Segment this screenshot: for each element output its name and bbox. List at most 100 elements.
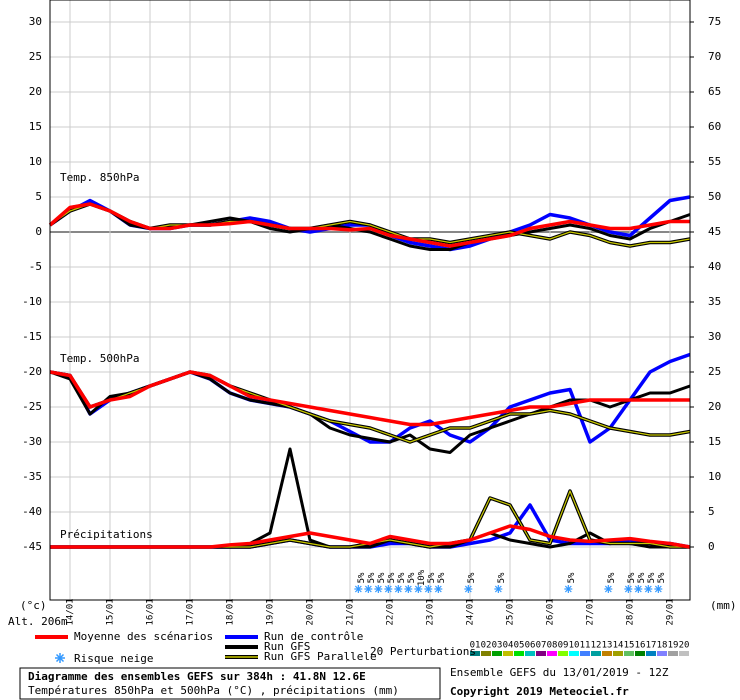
perturbation-label: 20 xyxy=(679,641,690,651)
perturbation-swatch xyxy=(646,651,656,656)
x-tick-label: 16/01 xyxy=(146,598,156,625)
y-tick-label: 15 xyxy=(29,120,42,133)
snow-icon xyxy=(404,585,413,593)
perturbation-swatch xyxy=(668,651,678,656)
snow-legend: Risque neige xyxy=(74,652,153,665)
snow-icon xyxy=(414,585,423,593)
snow-risk-label: 5% xyxy=(387,572,397,583)
y2-tick-label: 0 xyxy=(708,540,715,553)
snow-icon-stroke xyxy=(384,585,392,593)
snow-icon-stroke xyxy=(424,585,432,593)
series-line xyxy=(49,370,690,427)
perturbation-label: 11 xyxy=(580,641,591,651)
snow-icon-stroke xyxy=(414,585,422,593)
x-tick-label: 20/01 xyxy=(306,598,316,625)
y2-tick-label: 5 xyxy=(708,505,715,518)
perturbations-label: 20 Perturbations xyxy=(370,645,476,658)
y2-unit: (mm) xyxy=(710,599,737,612)
y2-tick-label: 20 xyxy=(708,400,721,413)
perturbation-label: 08 xyxy=(547,641,558,651)
y-tick-label: 5 xyxy=(35,190,42,203)
y2-tick-label: 65 xyxy=(708,85,721,98)
snow-icon xyxy=(464,585,473,593)
perturbation-swatch xyxy=(657,651,667,656)
snow-icon-stroke xyxy=(364,585,372,593)
snow-icon-stroke xyxy=(604,585,612,593)
run-info: Ensemble GEFS du 13/01/2019 - 12Z xyxy=(450,666,669,679)
perturbation-label: 07 xyxy=(536,641,547,651)
copyright: Copyright 2019 Meteociel.fr xyxy=(450,685,629,698)
snow-icon xyxy=(654,585,663,593)
snow-icon xyxy=(364,585,373,593)
perturbation-label: 14 xyxy=(613,641,624,651)
y-tick-label: -45 xyxy=(22,540,42,553)
perturbation-label: 12 xyxy=(591,641,602,651)
x-tick-label: 17/01 xyxy=(186,598,196,625)
grid xyxy=(50,0,690,600)
snow-risk-label: 5% xyxy=(657,572,667,583)
snow-icon xyxy=(604,585,613,593)
snow-icon xyxy=(374,585,383,593)
perturbation-swatch xyxy=(481,651,491,656)
y2-tick-label: 15 xyxy=(708,435,721,448)
y-tick-label: 20 xyxy=(29,85,42,98)
snow-risk-label: 5% xyxy=(467,572,477,583)
x-tick-label: 26/01 xyxy=(546,598,556,625)
perturbation-swatch xyxy=(514,651,524,656)
snow-icon xyxy=(624,585,633,593)
y-tick-label: -10 xyxy=(22,295,42,308)
snow-risk-label: 5% xyxy=(497,572,507,583)
x-tick-label: 21/01 xyxy=(346,598,356,625)
snow-icon-stroke xyxy=(624,585,632,593)
perturbation-label: 15 xyxy=(624,641,635,651)
panel-label: Précipitations xyxy=(60,528,153,541)
foreground: -45-40-35-30-25-20-15-10-505101520253005… xyxy=(22,15,721,663)
perturbation-label: 16 xyxy=(635,641,646,651)
perturbation-swatch xyxy=(624,651,634,656)
y-unit: (°c) xyxy=(20,599,47,612)
snow-legend-icon xyxy=(55,653,65,663)
snow-icon-stroke xyxy=(654,585,662,593)
snow-risk-label: 5% xyxy=(437,572,447,583)
snow-risk-label: 10% xyxy=(417,569,427,586)
snow-icon-stroke xyxy=(564,585,572,593)
perturbation-swatch xyxy=(492,651,502,656)
legend-label: Run GFS Parallele xyxy=(264,650,377,663)
perturbation-label: 02 xyxy=(481,641,492,651)
subtitle: Températures 850hPa et 500hPa (°C) , pré… xyxy=(28,684,399,697)
y-tick-label: -25 xyxy=(22,400,42,413)
y2-tick-label: 10 xyxy=(708,470,721,483)
snow-icon-stroke xyxy=(404,585,412,593)
series-line xyxy=(48,202,690,248)
x-tick-label: 25/01 xyxy=(506,598,516,625)
perturbation-swatch xyxy=(503,651,513,656)
perturbation-label: 06 xyxy=(525,641,536,651)
x-tick-label: 22/01 xyxy=(386,598,396,625)
snow-icon-stroke xyxy=(644,585,652,593)
y-tick-label: 0 xyxy=(35,225,42,238)
y2-tick-label: 55 xyxy=(708,155,721,168)
snow-icon-stroke xyxy=(394,585,402,593)
y-tick-label: -40 xyxy=(22,505,42,518)
title: Diagramme des ensembles GEFS sur 384h : … xyxy=(28,670,366,683)
snow-risk-label: 5% xyxy=(637,572,647,583)
y2-tick-label: 75 xyxy=(708,15,721,28)
perturbation-label: 13 xyxy=(602,641,613,651)
lines xyxy=(48,195,691,549)
perturbation-swatch xyxy=(547,651,557,656)
y-tick-label: 25 xyxy=(29,50,42,63)
perturbation-label: 09 xyxy=(558,641,569,651)
x-tick-label: 27/01 xyxy=(586,598,596,625)
legend-label: Run GFS xyxy=(264,640,310,653)
y2-tick-label: 70 xyxy=(708,50,721,63)
perturbation-swatch xyxy=(679,651,689,656)
snow-risk-label: 5% xyxy=(397,572,407,583)
x-tick-label: 19/01 xyxy=(266,598,276,625)
perturbation-swatch xyxy=(602,651,612,656)
y-tick-label: 10 xyxy=(29,155,42,168)
snow-icon xyxy=(354,585,363,593)
snow-icon xyxy=(394,585,403,593)
perturbation-swatch xyxy=(613,651,623,656)
perturbation-label: 18 xyxy=(657,641,668,651)
title-box xyxy=(19,667,441,700)
